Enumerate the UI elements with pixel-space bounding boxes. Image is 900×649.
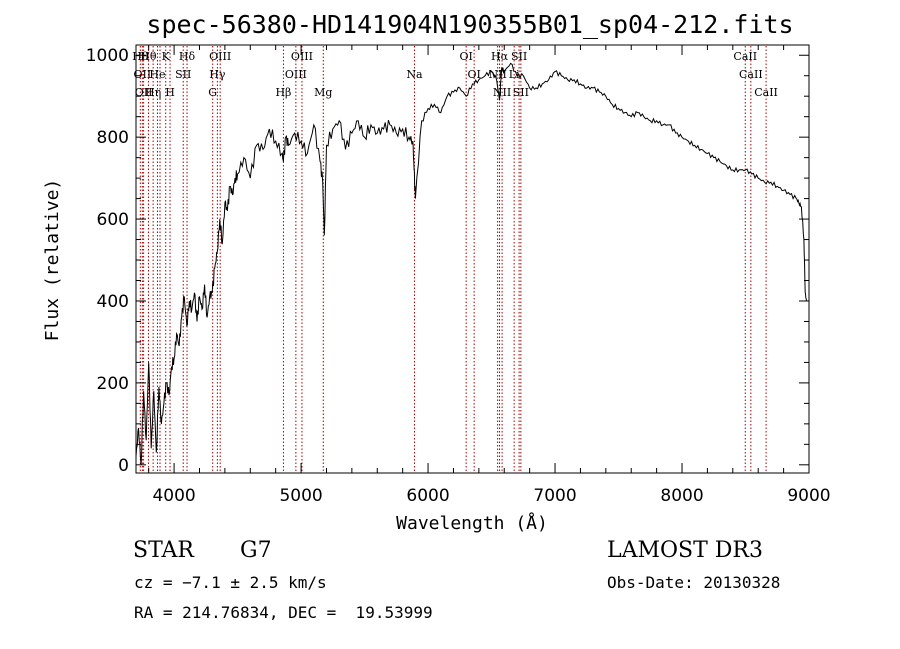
reference-line-label: OIII [291,50,313,63]
y-tick-label: 600 [97,210,129,230]
reference-line-label: NII [493,86,511,99]
y-tick-label: 800 [97,128,129,148]
reference-line-label: CaII [739,68,763,81]
coordinates: RA = 214.76834, DEC = 19.53999 [134,603,433,622]
reference-line-label: OI [467,68,480,81]
reference-line-label: SII [175,68,191,81]
reference-line-label: OIII [285,68,307,81]
y-tick-label: 1000 [86,46,129,66]
reference-line-label: SII [513,86,529,99]
reference-line-label: G [208,86,217,99]
reference-line-label: K [162,50,171,63]
x-tick-label: 6000 [406,486,449,506]
reference-lines [139,46,767,472]
spectrum-line [135,62,807,465]
x-tick-label: 5000 [279,486,322,506]
reference-line-label: Li [509,68,520,81]
y-axis-label: Flux (relative) [42,179,63,342]
reference-line-label: Na [406,68,423,81]
y-tick-label: 0 [118,456,129,476]
reference-line-label: OII [133,68,151,81]
reference-line-label: Hθ [140,50,157,63]
reference-line-label: Hβ [275,86,291,99]
x-axis-label: Wavelength (Å) [396,512,548,534]
object-class: STAR [133,538,194,563]
x-tick-label: 8000 [660,486,703,506]
y-tick-label: 200 [97,374,129,394]
x-tick-label: 7000 [533,486,576,506]
reference-line-label: Hδ [179,50,196,63]
reference-line-labels: HθOIIOIIHθHηHeKHSIIHδGHγOIIIHβOIIIOIIIMg… [132,50,778,99]
plot-frame [135,44,810,474]
reference-line-label: Hα [491,50,509,63]
redshift-velocity: cz = −7.1 ± 2.5 km/s [134,573,327,592]
reference-line-label: Hη [145,86,161,99]
x-tick-label: 4000 [152,486,195,506]
reference-line-label: CaII [733,50,757,63]
reference-line-label: Mg [314,86,332,99]
reference-line-label: SII [511,50,527,63]
reference-line-label: CaII [754,86,778,99]
reference-line-label: He [149,68,165,81]
reference-line-label: OI [459,50,472,63]
reference-line-label: Hγ [209,68,226,81]
x-axis: 4000 5000 6000 7000 8000 9000 [148,45,831,506]
object-subclass: G7 [240,538,272,563]
reference-line-label: OIII [209,50,231,63]
reference-line-label: H [165,86,175,99]
reference-line-label: Hθ [132,50,149,63]
y-tick-label: 400 [97,292,129,312]
chart-title: spec-56380-HD141904N190355B01_sp04-212.f… [146,10,793,39]
reference-line-label: NII [488,68,506,81]
observation-date: Obs-Date: 20130328 [607,573,781,592]
y-axis: 0 200 400 600 800 1000 [86,46,809,476]
x-tick-label: 9000 [787,486,830,506]
survey-name: LAMOST DR3 [607,538,763,563]
